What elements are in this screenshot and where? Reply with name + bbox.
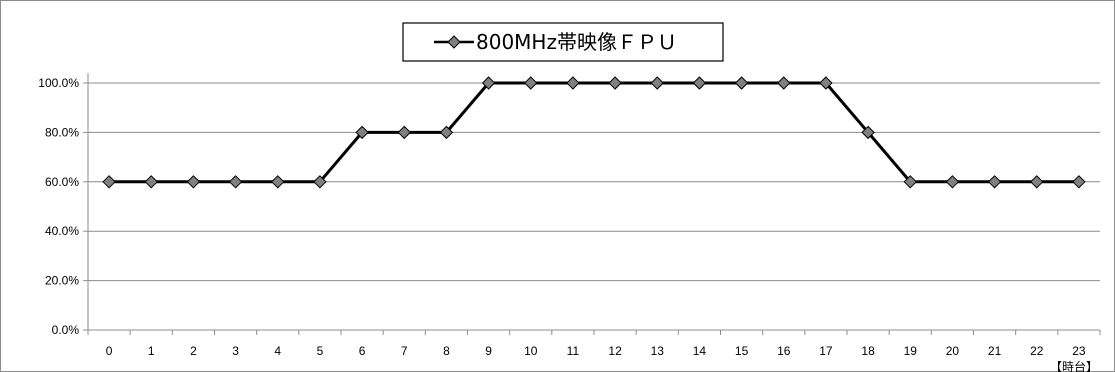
data-point-marker (1072, 175, 1086, 189)
data-point-marker (566, 76, 580, 90)
x-tick-label: 2 (190, 344, 197, 358)
x-tick-label: 0 (106, 344, 113, 358)
data-point-marker (228, 175, 243, 189)
data-point-marker (903, 175, 917, 189)
y-tick-label: 20.0% (45, 274, 79, 288)
x-tick-label: 20 (946, 344, 960, 358)
x-tick-label: 15 (735, 344, 749, 358)
data-point-marker (313, 175, 327, 189)
axes (83, 73, 1101, 335)
x-tick-label: 7 (401, 344, 408, 358)
data-point-marker (524, 76, 538, 90)
x-tick-label: 4 (274, 344, 281, 358)
x-tick-labels: 0 1 2 3 4 5 6 7 8 9 10 11 12 13 14 15 16 17 18 19 20 21 22 23 (106, 344, 1086, 358)
x-tick-label: 11 (567, 344, 580, 358)
data-point-marker (650, 76, 664, 90)
x-tick-label: 12 (608, 344, 622, 358)
x-tick-label: 21 (988, 344, 1002, 358)
x-tick-label: 1 (148, 344, 155, 358)
x-tick-label: 6 (359, 344, 366, 358)
y-tick-label: 60.0% (45, 175, 79, 189)
data-point-marker (1030, 175, 1044, 189)
y-tick-label: 100.0% (38, 76, 79, 90)
x-tick-label: 17 (819, 344, 833, 358)
data-point-marker (734, 76, 749, 90)
data-point-marker (692, 76, 707, 90)
data-point-marker (861, 125, 875, 140)
x-tick-label: 22 (1030, 344, 1044, 358)
legend-marker-diamond (447, 35, 461, 49)
data-point-marker (608, 76, 622, 90)
x-tick-label: 9 (485, 344, 492, 358)
legend-label: 800MHz帯映像ＦＰＵ (476, 30, 677, 54)
x-tick-label: 19 (904, 344, 918, 358)
x-tick-label: 3 (232, 344, 239, 358)
data-point-marker (439, 125, 454, 140)
y-tick-labels: 0.0% 20.0% 40.0% 60.0% 80.0% 100.0% (38, 76, 79, 337)
x-tick-label: 18 (861, 344, 875, 358)
data-point-marker (102, 175, 116, 189)
data-point-marker (481, 76, 496, 90)
y-tick-label: 0.0% (52, 323, 80, 337)
x-tick-label: 5 (317, 344, 324, 358)
series-line (109, 81, 1079, 184)
x-tick-label: 13 (651, 344, 665, 358)
data-point-marker (777, 76, 791, 90)
data-point-marker (271, 175, 285, 189)
data-point-marker (945, 175, 960, 189)
series-group (102, 76, 1086, 189)
x-tick-label: 10 (524, 344, 538, 358)
data-point-marker (186, 175, 201, 189)
x-tick-label: 14 (693, 344, 707, 358)
x-tick-label: 23 (1072, 344, 1086, 358)
data-point-marker (819, 76, 833, 90)
data-point-marker (987, 175, 1002, 189)
legend: 800MHz帯映像ＦＰＵ (402, 22, 724, 62)
x-tick-label: 16 (777, 344, 791, 358)
x-tick-label: 8 (443, 344, 450, 358)
x-axis-unit-label: 【時台】 (1050, 359, 1098, 372)
y-tick-label: 80.0% (45, 125, 79, 139)
y-tick-label: 40.0% (45, 224, 79, 238)
data-point-marker (144, 175, 158, 189)
data-point-marker (397, 125, 411, 140)
data-point-marker (355, 125, 369, 140)
